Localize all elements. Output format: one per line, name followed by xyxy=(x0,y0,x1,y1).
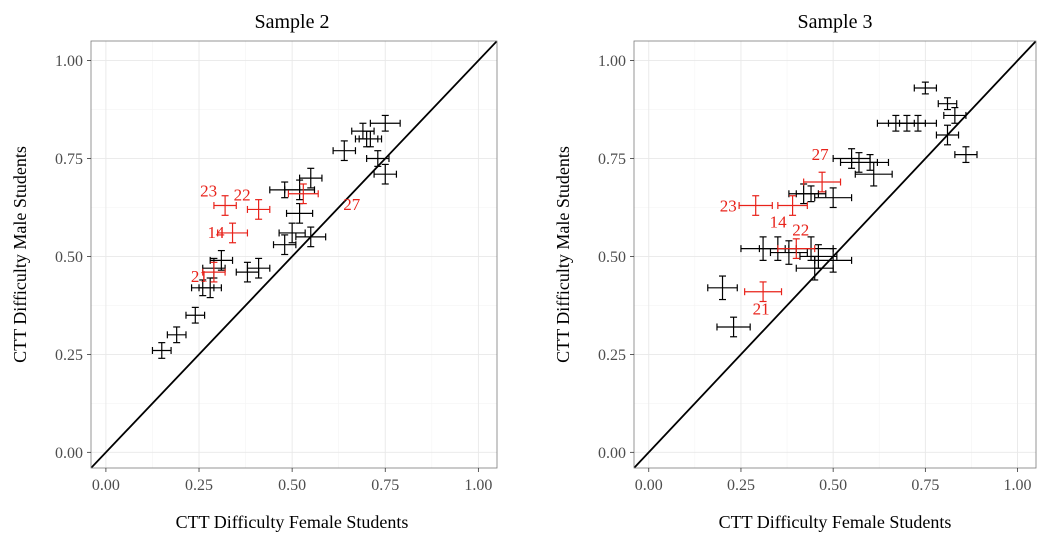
plot-frame xyxy=(90,40,498,469)
x-tick-label: 1.00 xyxy=(1004,477,1032,494)
data-point xyxy=(707,275,738,301)
data-point xyxy=(769,240,808,265)
highlighted-point xyxy=(777,195,808,216)
x-tick-label: 0.25 xyxy=(727,477,755,494)
y-tick-label: 1.00 xyxy=(598,53,626,70)
data-point xyxy=(151,342,172,359)
data-point xyxy=(850,154,890,171)
data-point xyxy=(369,114,401,132)
x-tick-label: 0.50 xyxy=(278,477,306,494)
data-point xyxy=(185,306,206,324)
x-tick-label: 0.50 xyxy=(819,477,847,494)
data-points: 23 22 27 14 21 xyxy=(151,114,401,359)
x-tick-label: 0.75 xyxy=(911,477,939,494)
data-point xyxy=(198,277,222,299)
highlighted-point xyxy=(744,281,783,303)
data-point xyxy=(795,185,827,203)
data-point xyxy=(295,226,327,248)
y-axis-title: CTT Difficulty Male Students xyxy=(10,146,30,363)
identity-line xyxy=(91,41,497,468)
data-point xyxy=(366,150,390,167)
point-label: 14 xyxy=(208,223,226,242)
point-label: 21 xyxy=(753,300,770,319)
point-label: 27 xyxy=(343,195,361,214)
y-tick-label: 0.75 xyxy=(55,151,83,168)
data-point xyxy=(332,140,357,162)
x-tick-label: 0.00 xyxy=(92,477,120,494)
x-tick-label: 0.75 xyxy=(371,477,399,494)
data-point xyxy=(209,249,234,271)
y-tick-label: 0.00 xyxy=(598,445,626,462)
y-tick-label: 0.25 xyxy=(598,347,626,364)
highlighted-point xyxy=(803,171,842,193)
x-axis-title: CTT Difficulty Female Students xyxy=(719,512,952,532)
data-point xyxy=(935,124,960,146)
data-point xyxy=(913,81,938,95)
identity-line xyxy=(634,41,1036,468)
chart-title: Sample 2 xyxy=(255,11,330,33)
data-point xyxy=(898,114,938,132)
data-point xyxy=(937,97,958,111)
y-tick-label: 0.50 xyxy=(598,249,626,266)
data-point xyxy=(943,106,967,124)
data-point xyxy=(272,234,297,256)
y-tick-label: 0.00 xyxy=(55,445,83,462)
y-tick-label: 0.25 xyxy=(55,347,83,364)
y-tick-label: 1.00 xyxy=(55,53,83,70)
y-axis-title: CTT Difficulty Male Students xyxy=(553,146,573,363)
data-point xyxy=(716,316,751,338)
data-point xyxy=(373,163,398,185)
grid xyxy=(91,41,497,468)
data-point xyxy=(246,257,271,279)
point-label: 23 xyxy=(200,182,217,201)
point-label: 23 xyxy=(720,197,737,216)
highlighted-point xyxy=(217,222,249,244)
data-point xyxy=(285,202,314,224)
axes: 0.00 0.25 0.50 0.75 1.00 0.00 0.25 0.50 0.75 1.00 xyxy=(598,53,1032,494)
data-point xyxy=(814,248,853,273)
highlighted-point xyxy=(202,261,226,283)
data-point xyxy=(954,146,978,164)
point-label: 27 xyxy=(812,145,830,164)
data-point xyxy=(814,187,853,209)
point-label: 22 xyxy=(792,221,809,240)
data-point xyxy=(166,326,187,344)
chart-title: Sample 3 xyxy=(798,11,873,33)
highlighted-point xyxy=(738,195,773,216)
x-axis-title: CTT Difficulty Female Students xyxy=(176,512,409,532)
highlighted-point xyxy=(246,199,271,220)
data-point xyxy=(854,161,893,187)
y-tick-label: 0.75 xyxy=(598,151,626,168)
highlighted-point xyxy=(777,238,816,260)
data-point xyxy=(298,167,323,189)
y-tick-label: 0.50 xyxy=(55,249,83,266)
highlighted-point xyxy=(287,183,319,205)
point-label: 14 xyxy=(770,213,788,232)
point-label: 22 xyxy=(234,185,251,204)
x-tick-label: 0.25 xyxy=(185,477,213,494)
highlighted-point xyxy=(213,195,237,216)
x-tick-label: 1.00 xyxy=(464,477,492,494)
data-point xyxy=(278,222,306,244)
axes: 0.00 0.25 0.50 0.75 1.00 0.00 0.25 0.50 0.75 1.00 xyxy=(55,53,492,494)
plot-frame xyxy=(633,40,1037,469)
data-points: 23 14 27 22 21 xyxy=(707,81,978,338)
x-tick-label: 0.00 xyxy=(635,477,663,494)
point-label: 21 xyxy=(191,267,208,286)
data-point xyxy=(284,179,316,201)
data-point xyxy=(358,130,383,148)
